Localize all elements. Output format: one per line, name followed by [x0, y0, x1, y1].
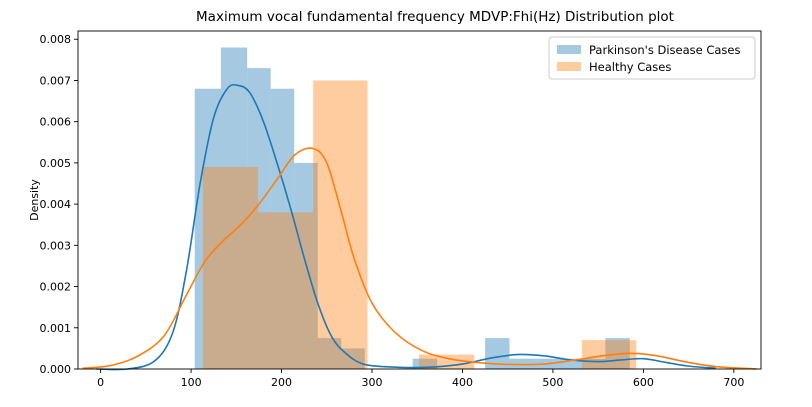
x-tick-label: 700 [723, 376, 744, 389]
y-tick-label: 0.007 [40, 74, 72, 87]
chart-title: Maximum vocal fundamental frequency MDVP… [196, 9, 674, 25]
histogram-bar [258, 212, 314, 369]
legend-swatch [557, 45, 581, 54]
histogram-bar [313, 80, 368, 370]
legend: Parkinson's Disease Cases Healthy Cases [548, 36, 756, 80]
histogram-bar [247, 68, 271, 369]
legend-entry-label: Parkinson's Disease Cases [589, 43, 740, 57]
histogram-bar [220, 47, 248, 370]
histogram-bar [412, 358, 438, 369]
kde-line-1 [82, 147, 757, 370]
axes-frame [77, 30, 762, 370]
plot-area: 0 100 200 300 400 500 600 700 0.000 0.001 0.002 0.0… [40, 30, 762, 389]
kde-line-0 [96, 83, 716, 371]
histogram-bar [194, 88, 221, 370]
y-tick-label: 0.004 [40, 198, 72, 211]
histogram-bar [202, 167, 259, 369]
x-tick-label: 500 [542, 376, 563, 389]
histogram-bar [509, 358, 606, 369]
y-tick-label: 0.000 [40, 363, 72, 376]
y-tick-label: 0.002 [40, 281, 72, 294]
legend-entry-label: Healthy Cases [589, 60, 671, 74]
y-tick-label: 0.008 [40, 33, 72, 46]
x-tick-label: 600 [633, 376, 654, 389]
legend-swatch [557, 62, 581, 71]
x-tick-label: 100 [181, 376, 202, 389]
y-axis-label: Density [28, 179, 41, 221]
series-0-bars [194, 47, 630, 370]
histogram-bar [419, 354, 475, 369]
y-tick-label: 0.006 [40, 116, 72, 129]
x-tick-label: 0 [97, 376, 104, 389]
series-1-bars [202, 80, 637, 370]
y-tick-label: 0.005 [40, 157, 72, 170]
x-tick-label: 300 [362, 376, 383, 389]
y-tick-label: 0.003 [40, 239, 72, 252]
x-tick-label: 200 [271, 376, 292, 389]
histogram-bar [317, 338, 342, 369]
legend-box [548, 36, 756, 80]
y-tick-label: 0.001 [40, 322, 72, 335]
x-tick-label: 400 [452, 376, 473, 389]
